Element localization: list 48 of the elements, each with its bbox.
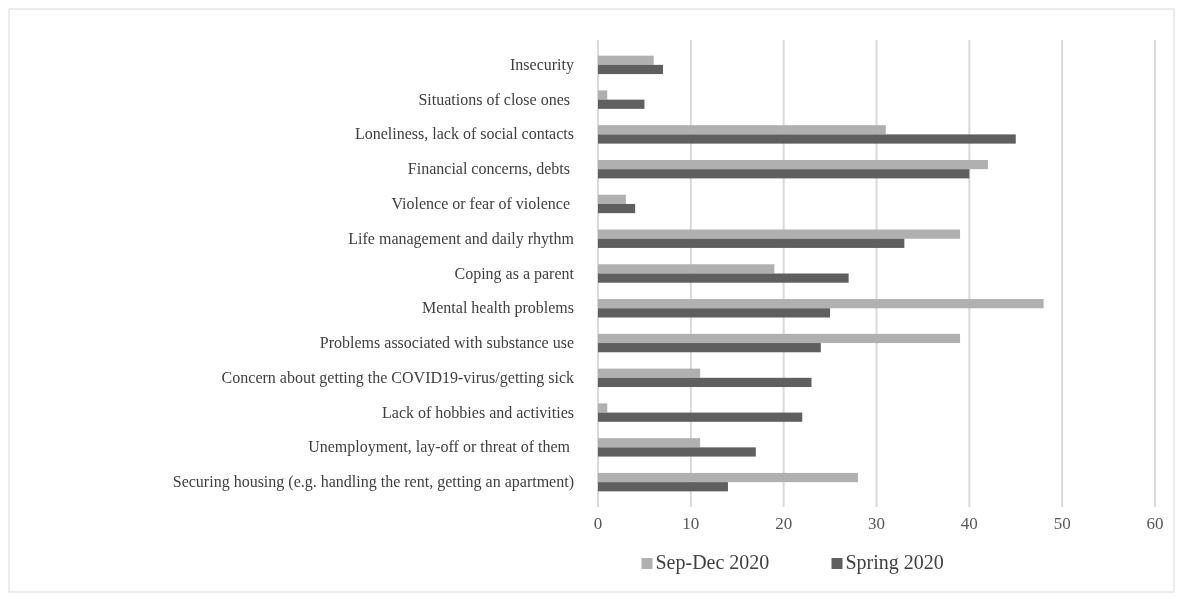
y-tick-label: Lack of hobbies and activities	[382, 403, 574, 421]
x-tick-label: 30	[868, 514, 885, 533]
y-tick-label: Violence or fear of violence	[391, 194, 574, 212]
y-tick-label: Securing housing (e.g. handling the rent, getting an apartment)	[172, 473, 574, 492]
bar	[598, 472, 858, 483]
x-tick-label: 60	[1146, 514, 1164, 533]
bar	[598, 412, 803, 422]
bar	[598, 447, 756, 457]
y-tick-label: Unemployment, lay-off or threat of them	[308, 438, 574, 457]
x-tick-label: 0	[593, 514, 603, 533]
bar	[598, 368, 701, 378]
y-tick-label: Loneliness, lack of social contacts	[354, 125, 574, 143]
x-tick-label: 10	[682, 514, 700, 533]
y-tick-label: Insecurity	[510, 55, 574, 74]
legend-label: Spring 2020	[845, 551, 944, 574]
bar	[598, 273, 849, 283]
y-tick-label: Coping as a parent	[454, 264, 575, 283]
bar	[598, 99, 645, 109]
bar	[598, 403, 608, 413]
bar	[598, 134, 1016, 144]
y-tick-label: Mental health problems	[422, 299, 574, 318]
bar	[598, 377, 812, 388]
bar	[598, 333, 961, 344]
y-tick-label: Situations of close ones	[418, 90, 574, 108]
bar	[598, 343, 821, 353]
bar	[598, 90, 608, 100]
bar	[598, 159, 988, 170]
bar	[598, 264, 775, 274]
x-tick-label: 40	[960, 514, 978, 533]
bar	[598, 308, 831, 318]
bar	[598, 125, 886, 135]
bar	[598, 238, 905, 248]
bar	[598, 203, 636, 214]
y-tick-label: Life management and daily rhythm	[348, 229, 575, 248]
bar	[598, 55, 654, 65]
bar	[598, 64, 663, 75]
x-tick-label: 20	[775, 514, 793, 533]
bar	[598, 438, 701, 448]
y-tick-label: Financial concerns, debts	[407, 160, 574, 178]
x-tick-label: 50	[1053, 514, 1071, 533]
bar	[598, 194, 626, 204]
bar	[598, 482, 728, 492]
bar	[598, 229, 961, 239]
bar	[598, 169, 970, 179]
legend-label: Sep-Dec 2020	[655, 551, 770, 574]
y-tick-label: Concern about getting the COVID19-virus/getting sick	[221, 368, 574, 387]
y-tick-label: Problems associated with substance use	[319, 334, 574, 352]
bar	[598, 299, 1044, 309]
